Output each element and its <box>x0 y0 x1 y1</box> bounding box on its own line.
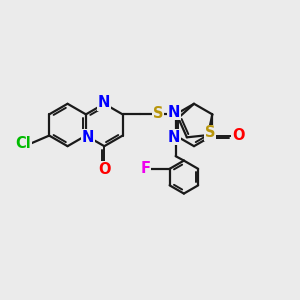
Text: O: O <box>98 162 110 177</box>
Text: S: S <box>153 106 163 121</box>
Text: N: N <box>168 130 180 145</box>
Text: F: F <box>140 161 151 176</box>
Text: Cl: Cl <box>16 136 32 151</box>
Text: O: O <box>232 128 244 143</box>
Text: N: N <box>98 95 110 110</box>
Text: N: N <box>168 104 180 119</box>
Text: S: S <box>205 125 216 140</box>
Text: N: N <box>82 130 94 145</box>
